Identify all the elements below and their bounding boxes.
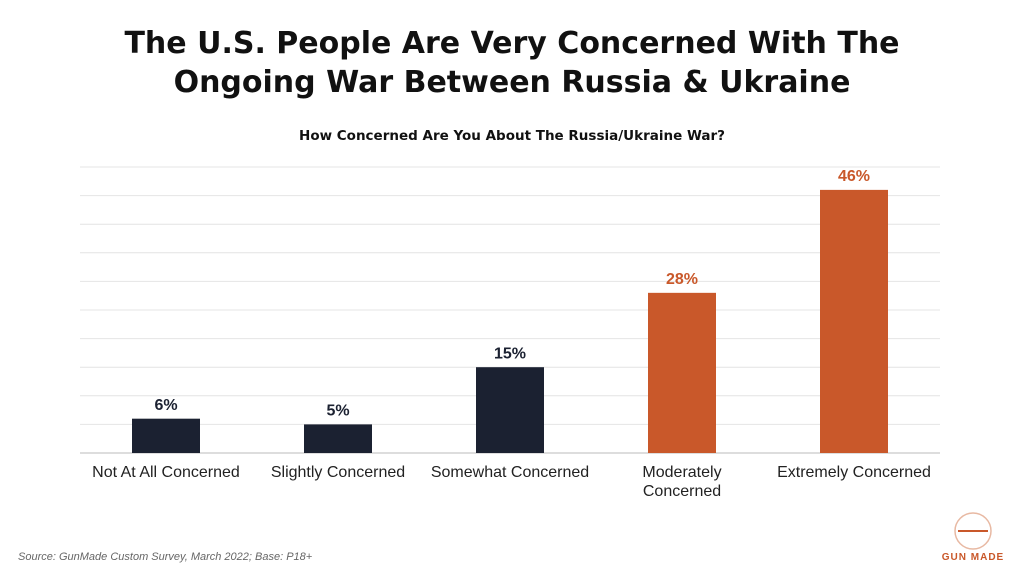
x-tick-label: Somewhat Concerned — [430, 464, 590, 481]
value-label: 46% — [838, 168, 870, 185]
value-label: 28% — [666, 271, 698, 288]
x-tick-label: Extremely Concerned — [777, 464, 931, 481]
x-tick-label: Slightly Concerned — [270, 464, 406, 481]
bar — [304, 424, 372, 453]
chart-subtitle: How Concerned Are You About The Russia/U… — [299, 128, 725, 144]
source-note: Source: GunMade Custom Survey, March 202… — [18, 551, 313, 563]
logo: GUN MADE — [941, 552, 1005, 563]
value-label: 5% — [326, 403, 349, 420]
bar — [476, 367, 544, 453]
bar — [820, 189, 888, 453]
x-tick-label: Moderately Concerned — [642, 464, 722, 500]
x-tick-label: Not At All Concerned — [92, 464, 240, 481]
value-label: 15% — [494, 345, 526, 362]
logo-icon — [954, 512, 992, 550]
value-label: 6% — [154, 397, 177, 414]
bar — [648, 292, 716, 453]
chart-title: The U.S. People Are Very Concerned With … — [124, 26, 900, 100]
bar — [132, 418, 200, 453]
